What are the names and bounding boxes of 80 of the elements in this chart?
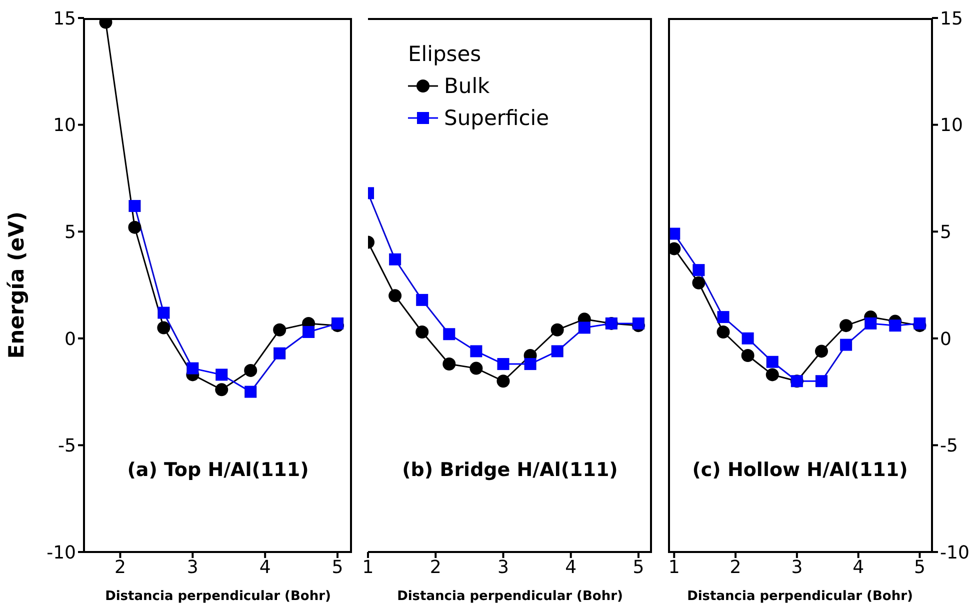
y-tick-label: -10 — [46, 542, 76, 564]
point — [416, 294, 428, 306]
x-tick-label: 3 — [498, 556, 509, 578]
x-tick-label: 4 — [565, 556, 577, 578]
point — [692, 264, 705, 276]
x-tick-label: 3 — [791, 556, 803, 578]
point — [244, 364, 258, 377]
point — [416, 325, 429, 338]
x-tick-label: 4 — [259, 556, 271, 578]
y2-tick-label: -5 — [940, 436, 958, 457]
point — [388, 289, 402, 302]
point — [864, 317, 877, 330]
annotation: (a) Top H/Al(111) — [126, 458, 310, 481]
point — [766, 368, 779, 382]
point — [668, 242, 681, 256]
x-axis-title: Distancia perpendicular (Bohr) — [105, 589, 331, 604]
annotation: (c) Hollow H/Al(111) — [691, 458, 909, 481]
point — [840, 319, 853, 332]
point — [332, 317, 344, 330]
x-tick-label: 2 — [114, 556, 126, 578]
y2-tick-label: -10 — [940, 542, 970, 564]
point — [442, 358, 456, 371]
y2-tick-label: 5 — [940, 222, 952, 243]
point — [158, 306, 170, 319]
annotation: (b) Bridge H/Al(111) — [401, 458, 619, 481]
point — [840, 338, 852, 351]
point — [692, 276, 706, 290]
point — [766, 356, 778, 368]
y-tick-label: 0 — [64, 328, 76, 350]
y2-tick-label: 0 — [940, 328, 952, 350]
x-tick-label: 4 — [852, 556, 864, 578]
point — [470, 362, 483, 375]
point — [889, 320, 902, 332]
point — [814, 344, 828, 358]
y2-tick-label: 10 — [940, 115, 963, 136]
point — [274, 347, 286, 360]
point — [186, 362, 199, 374]
x-axis-title: Distancia perpendicular (Bohr) — [687, 589, 913, 604]
point — [215, 383, 228, 396]
y-tick-label: 15 — [53, 8, 76, 30]
x-tick-label: 2 — [730, 556, 742, 578]
point — [914, 317, 926, 330]
x-tick-label: 3 — [186, 556, 198, 578]
point — [550, 323, 564, 336]
legend-label: Bulk — [444, 73, 490, 100]
point — [443, 328, 456, 340]
point — [551, 345, 564, 358]
y-tick-label: -5 — [58, 436, 76, 457]
point — [128, 220, 142, 234]
point — [717, 311, 730, 324]
y-axis-title: Energía (eV) — [4, 211, 28, 359]
x-tick-label: 5 — [632, 556, 644, 578]
x-axis-title: Distancia perpendicular (Bohr) — [397, 589, 623, 604]
point — [216, 368, 228, 381]
point — [497, 358, 510, 370]
point — [741, 348, 754, 362]
point — [578, 322, 590, 334]
point — [389, 253, 402, 266]
point — [524, 358, 536, 370]
y2-tick-label: 15 — [940, 8, 963, 30]
legend-label: Superficie — [444, 105, 550, 132]
point — [302, 326, 315, 338]
x-tick-label: 5 — [914, 556, 926, 578]
x-tick-label: 5 — [332, 556, 344, 578]
point — [496, 374, 510, 388]
point — [632, 317, 644, 330]
point — [742, 332, 754, 344]
x-tick-label: 1 — [668, 556, 680, 578]
point — [128, 200, 141, 212]
point — [815, 375, 828, 388]
y-tick-label: 10 — [53, 115, 76, 136]
point — [157, 321, 170, 334]
x-tick-label: 1 — [362, 556, 374, 578]
x-tick-label: 2 — [430, 556, 442, 578]
point — [470, 345, 482, 358]
point — [716, 325, 730, 338]
point — [273, 323, 286, 336]
point — [244, 386, 257, 398]
legend-title: Elipses — [408, 41, 482, 68]
y-tick-label: 5 — [64, 222, 76, 243]
